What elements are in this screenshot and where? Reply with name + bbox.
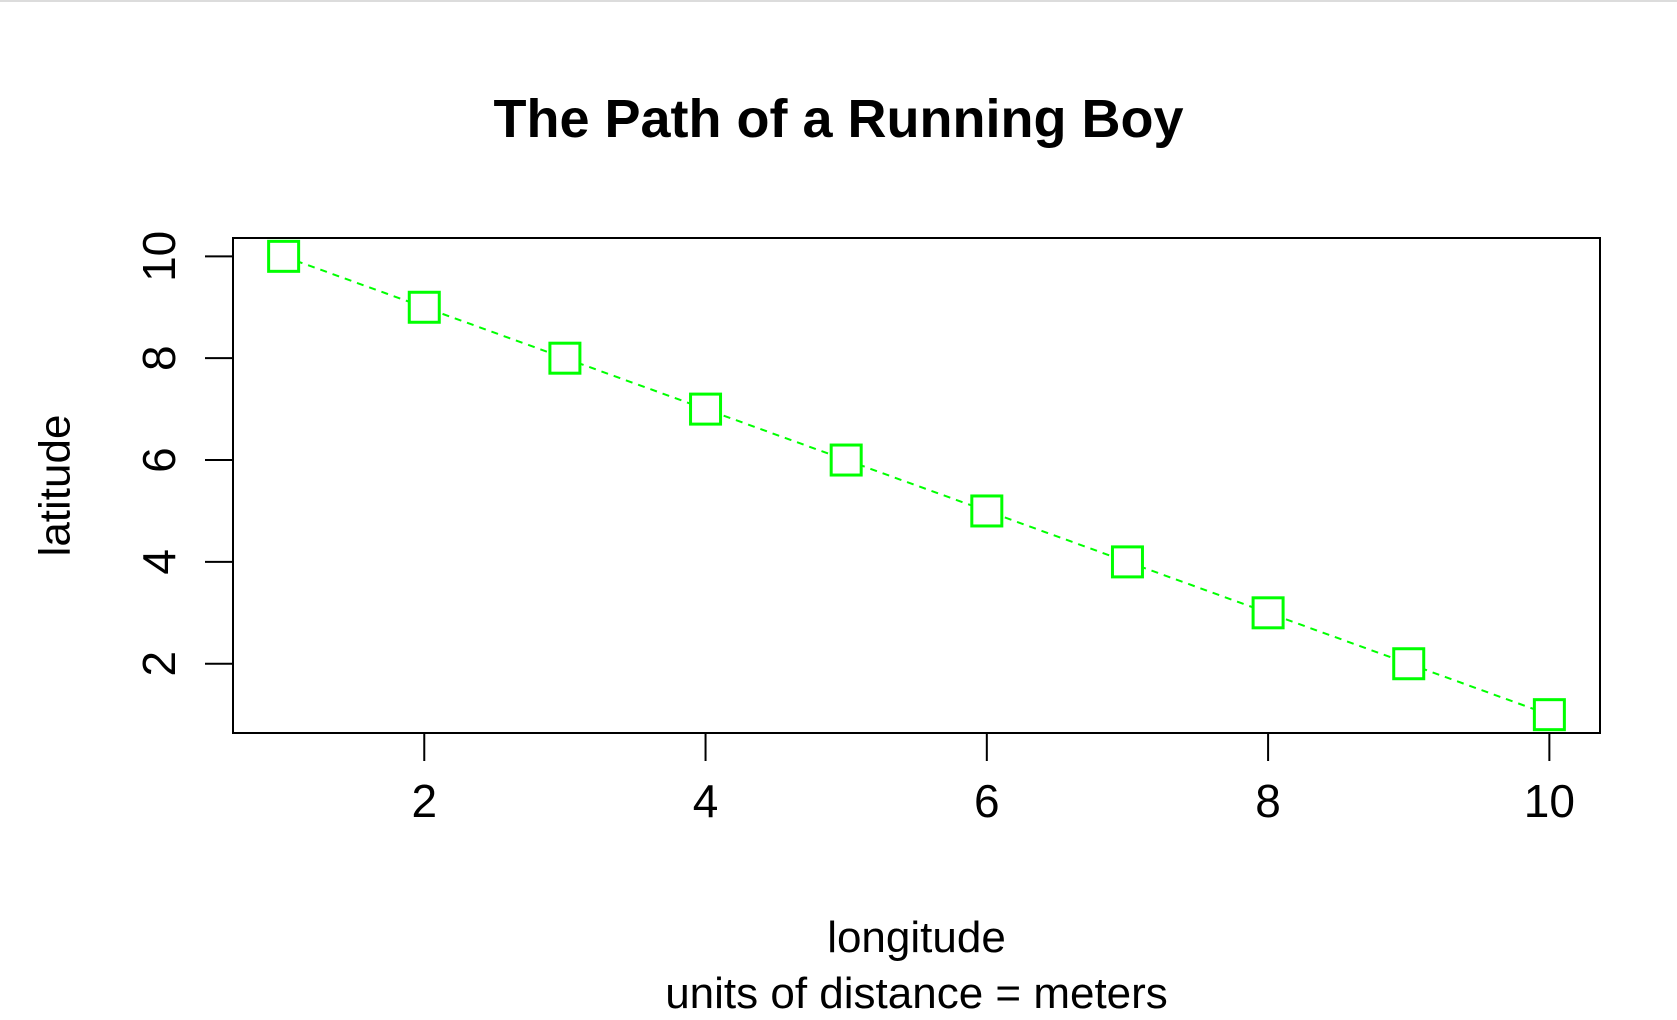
data-point-marker	[1251, 596, 1285, 630]
top-border	[0, 0, 1677, 2]
series-boy-path	[267, 239, 1566, 732]
data-point-marker	[267, 239, 301, 273]
x-axis: 2 4 6 8 10	[411, 733, 1575, 827]
x-tick-label: 6	[974, 775, 1000, 827]
series-line	[283, 255, 1550, 716]
x-axis-sublabel: units of distance = meters	[665, 969, 1168, 1018]
x-tick-label: 8	[1255, 775, 1281, 827]
data-point-marker	[970, 494, 1004, 528]
data-point-marker	[1392, 647, 1426, 681]
x-tick-label: 4	[693, 775, 719, 827]
data-point-marker	[1110, 545, 1144, 579]
data-point-marker	[829, 443, 863, 477]
x-axis-label: longitude	[827, 913, 1006, 962]
y-tick-label: 8	[133, 345, 185, 371]
chart-title: The Path of a Running Boy	[493, 89, 1184, 149]
y-tick-label: 2	[133, 651, 185, 677]
x-tick-label: 10	[1524, 775, 1575, 827]
plot-frame	[232, 237, 1601, 734]
axes	[232, 237, 1601, 734]
y-tick-label: 6	[133, 447, 185, 473]
x-tick-label: 2	[411, 775, 437, 827]
y-axis-label: latitude	[30, 415, 79, 557]
data-point-marker	[689, 392, 723, 426]
y-tick-label: 4	[133, 549, 185, 575]
y-axis: 2 4 6 8 10	[133, 231, 233, 677]
data-point-marker	[1532, 698, 1566, 732]
y-tick-label: 10	[133, 231, 185, 282]
data-point-marker	[548, 341, 582, 375]
data-point-marker	[407, 290, 441, 324]
